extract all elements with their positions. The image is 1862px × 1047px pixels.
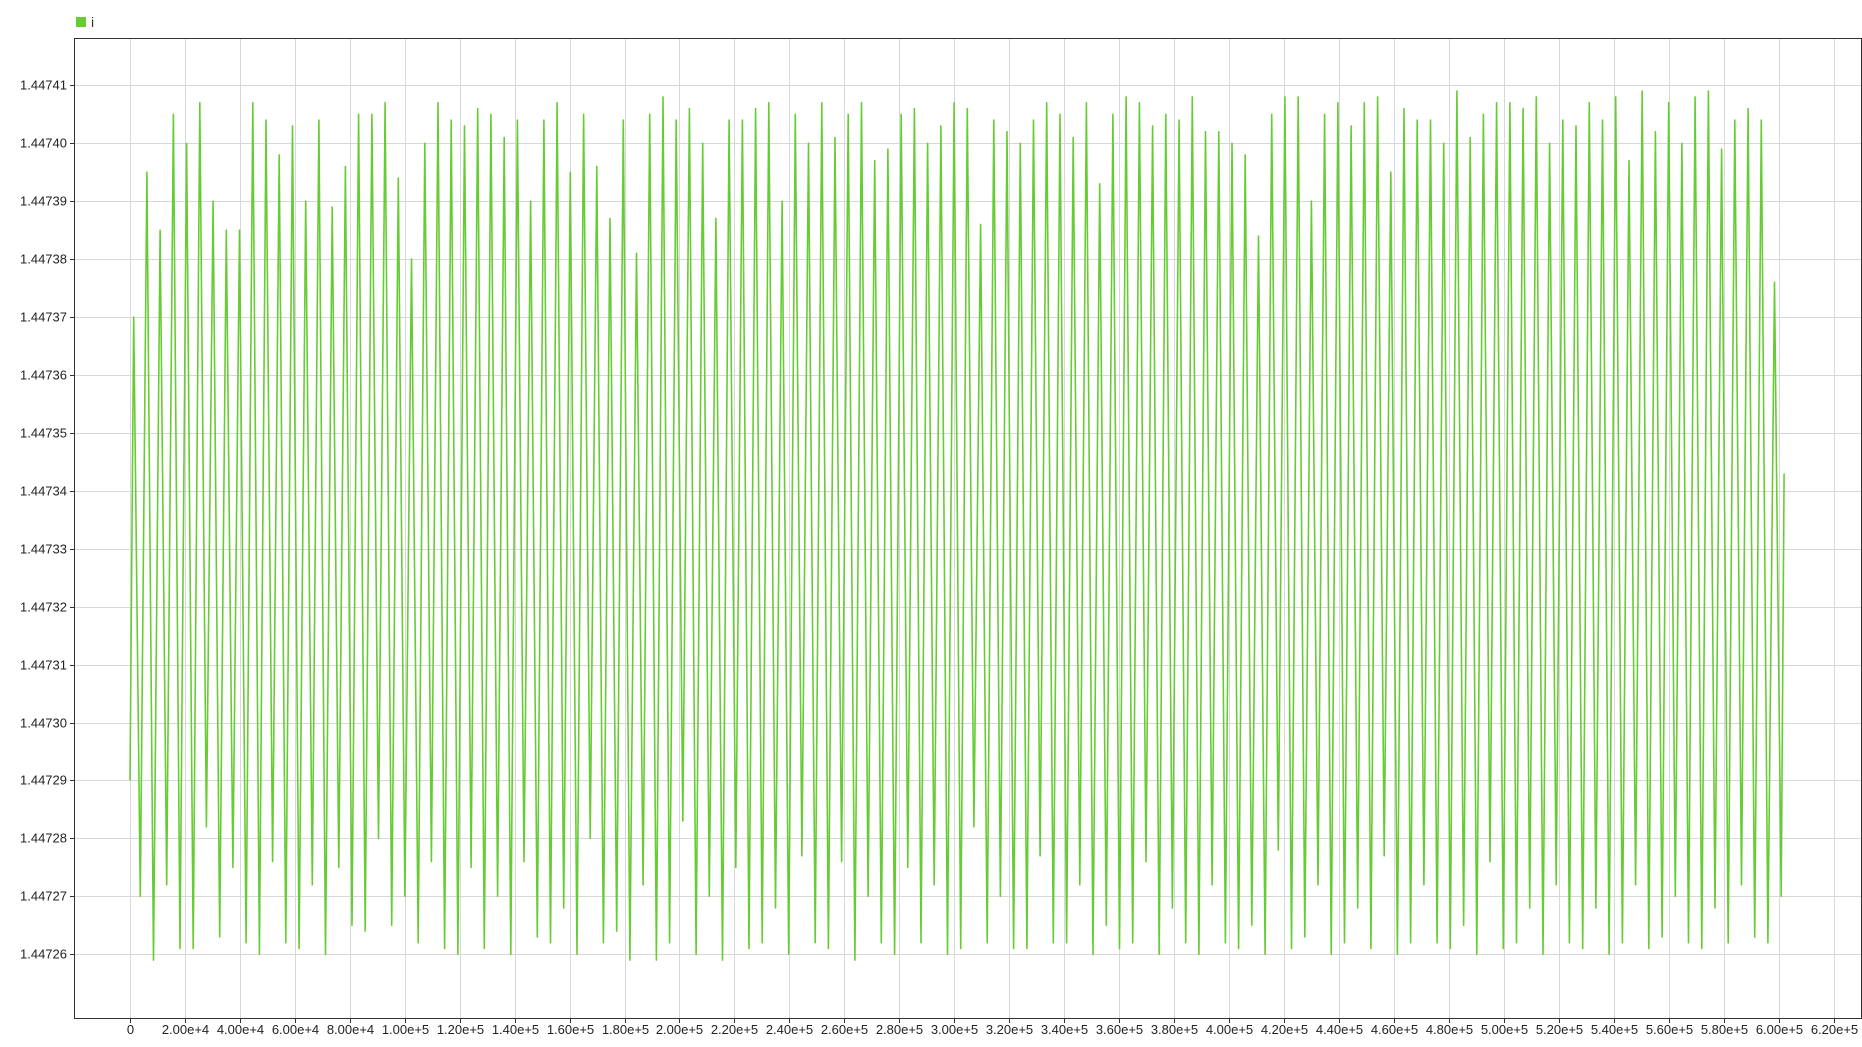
- y-tick-label: 1.44740: [20, 136, 67, 151]
- x-tick-label: 1.00e+5: [382, 1022, 429, 1037]
- x-tick-label: 1.80e+5: [602, 1022, 649, 1037]
- legend-swatch-i: [76, 17, 86, 27]
- y-tick-label: 1.44739: [20, 194, 67, 209]
- x-tick-label: 0: [127, 1022, 134, 1037]
- y-tick-label: 1.44734: [20, 484, 67, 499]
- x-tick-label: 1.20e+5: [437, 1022, 484, 1037]
- y-tick-label: 1.44729: [20, 773, 67, 788]
- x-tick-label: 2.40e+5: [766, 1022, 813, 1037]
- series-line-i: [129, 90, 1785, 961]
- x-tick-label: 3.40e+5: [1041, 1022, 1088, 1037]
- x-tick-label: 4.40e+5: [1316, 1022, 1363, 1037]
- y-tick-label: 1.44728: [20, 831, 67, 846]
- y-tick-label: 1.44736: [20, 368, 67, 383]
- x-tick-label: 2.80e+5: [876, 1022, 923, 1037]
- x-tick-label: 6.00e+5: [1756, 1022, 1803, 1037]
- series-layer: [129, 90, 1785, 961]
- y-axis: 1.44726 1.44727 1.44728 1.44729 1.44730 1.447…: [20, 78, 75, 962]
- x-tick-label: 5.00e+5: [1481, 1022, 1528, 1037]
- x-tick-label: 5.60e+5: [1646, 1022, 1693, 1037]
- y-tick-label: 1.44732: [20, 600, 67, 615]
- x-tick-label: 4.20e+5: [1261, 1022, 1308, 1037]
- x-tick-label: 2.00e+4: [162, 1022, 209, 1037]
- x-tick-label: 5.80e+5: [1701, 1022, 1748, 1037]
- x-tick-label: 3.60e+5: [1096, 1022, 1143, 1037]
- x-tick-label: 1.40e+5: [492, 1022, 539, 1037]
- x-tick-label: 8.00e+4: [327, 1022, 374, 1037]
- y-tick-label: 1.44730: [20, 716, 67, 731]
- y-tick-label: 1.44735: [20, 426, 67, 441]
- y-tick-label: 1.44726: [20, 947, 67, 962]
- legend: i: [76, 14, 94, 30]
- legend-label-i: i: [91, 14, 95, 30]
- x-tick-label: 4.80e+5: [1426, 1022, 1473, 1037]
- x-tick-label: 6.20e+5: [1811, 1022, 1858, 1037]
- x-tick-label: 4.60e+5: [1371, 1022, 1418, 1037]
- x-tick-label: 2.20e+5: [711, 1022, 758, 1037]
- x-tick-label: 4.00e+5: [1206, 1022, 1253, 1037]
- x-tick-label: 6.00e+4: [272, 1022, 319, 1037]
- y-tick-label: 1.44737: [20, 310, 67, 325]
- x-tick-label: 5.20e+5: [1536, 1022, 1583, 1037]
- x-tick-label: 4.00e+4: [217, 1022, 264, 1037]
- y-tick-label: 1.44731: [20, 658, 67, 673]
- x-tick-label: 3.80e+5: [1151, 1022, 1198, 1037]
- y-tick-label: 1.44741: [20, 78, 67, 93]
- x-tick-label: 5.40e+5: [1591, 1022, 1638, 1037]
- y-tick-label: 1.44727: [20, 889, 67, 904]
- x-tick-label: 3.00e+5: [931, 1022, 978, 1037]
- y-tick-label: 1.44738: [20, 252, 67, 267]
- x-tick-label: 2.60e+5: [821, 1022, 868, 1037]
- y-tick-label: 1.44733: [20, 542, 67, 557]
- x-tick-label: 1.60e+5: [547, 1022, 594, 1037]
- x-tick-label: 2.00e+5: [656, 1022, 703, 1037]
- x-tick-label: 3.20e+5: [986, 1022, 1033, 1037]
- x-axis: 0 2.00e+4 4.00e+4 6.00e+4 8.00e+4 1.00e+5 1.20…: [127, 1018, 1858, 1037]
